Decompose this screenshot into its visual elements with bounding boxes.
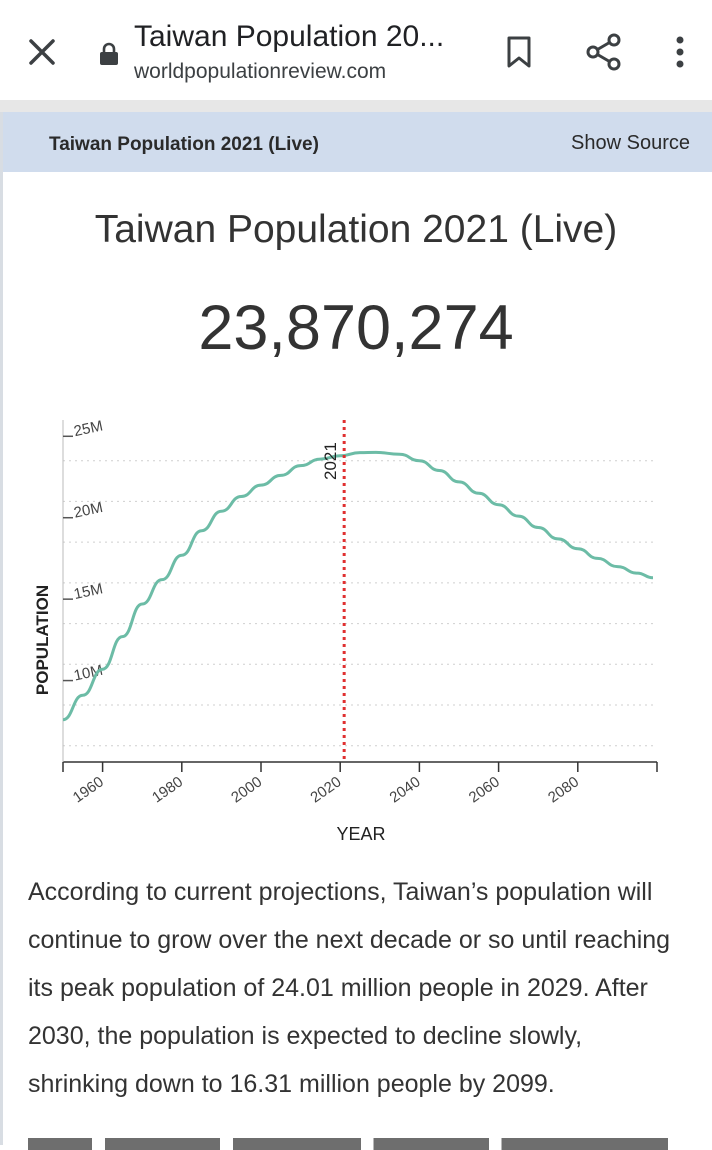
population-chart: 10M 15M 20M 25M 1960 1980 2000 2020 2040 2060 208… bbox=[33, 418, 658, 844]
article-paragraph: According to current projections, Taiwan… bbox=[28, 878, 671, 1098]
chart-title: Taiwan Population 2021 (Live) bbox=[94, 208, 618, 251]
show-source-link[interactable]: Show Source bbox=[571, 132, 690, 154]
clipped-text-line bbox=[28, 1138, 668, 1150]
x-tick-label: 2040 bbox=[387, 773, 424, 806]
x-tick-label: 1960 bbox=[70, 773, 107, 806]
x-tick-label: 2080 bbox=[545, 773, 582, 806]
share-icon[interactable] bbox=[584, 32, 624, 72]
x-tick-label: 2060 bbox=[466, 773, 503, 806]
x-tick-label: 2020 bbox=[307, 773, 344, 806]
x-axis-label: YEAR bbox=[336, 824, 385, 844]
close-icon[interactable] bbox=[24, 34, 60, 70]
lock-icon bbox=[100, 42, 118, 65]
chart-grid bbox=[63, 460, 657, 747]
y-tick-label: 10M bbox=[72, 662, 104, 685]
more-options-icon[interactable] bbox=[668, 34, 692, 70]
x-axis-ticks: 1960 1980 2000 2020 2040 2060 2080 bbox=[70, 762, 582, 806]
live-population-counter: 23,870,274 bbox=[198, 293, 514, 363]
card-header-title: Taiwan Population 2021 (Live) bbox=[49, 134, 319, 155]
x-tick-label: 1980 bbox=[149, 773, 186, 806]
y-tick-label: 25M bbox=[72, 418, 104, 441]
y-tick-label: 15M bbox=[72, 580, 104, 603]
population-series-line bbox=[62, 450, 654, 722]
card-header: Taiwan Population 2021 (Live) Show Sourc… bbox=[3, 112, 712, 172]
next-paragraph-clipped bbox=[28, 1130, 688, 1150]
y-axis-ticks: 10M 15M 20M 25M bbox=[63, 418, 104, 685]
y-tick-label: 20M bbox=[72, 499, 104, 522]
bookmark-icon[interactable] bbox=[504, 34, 534, 70]
population-card bbox=[0, 112, 712, 1145]
toolbar-divider bbox=[0, 100, 712, 112]
page-url[interactable]: worldpopulationreview.com bbox=[134, 60, 387, 83]
page-title[interactable]: Taiwan Population 20... bbox=[134, 20, 445, 53]
chart-axes bbox=[62, 420, 658, 772]
y-axis-label: POPULATION bbox=[33, 585, 52, 695]
x-tick-label: 2000 bbox=[228, 773, 265, 806]
year-marker: 2021 bbox=[321, 420, 346, 762]
year-marker-label: 2021 bbox=[321, 442, 340, 480]
browser-toolbar: Taiwan Population 20... worldpopulationr… bbox=[0, 0, 712, 100]
